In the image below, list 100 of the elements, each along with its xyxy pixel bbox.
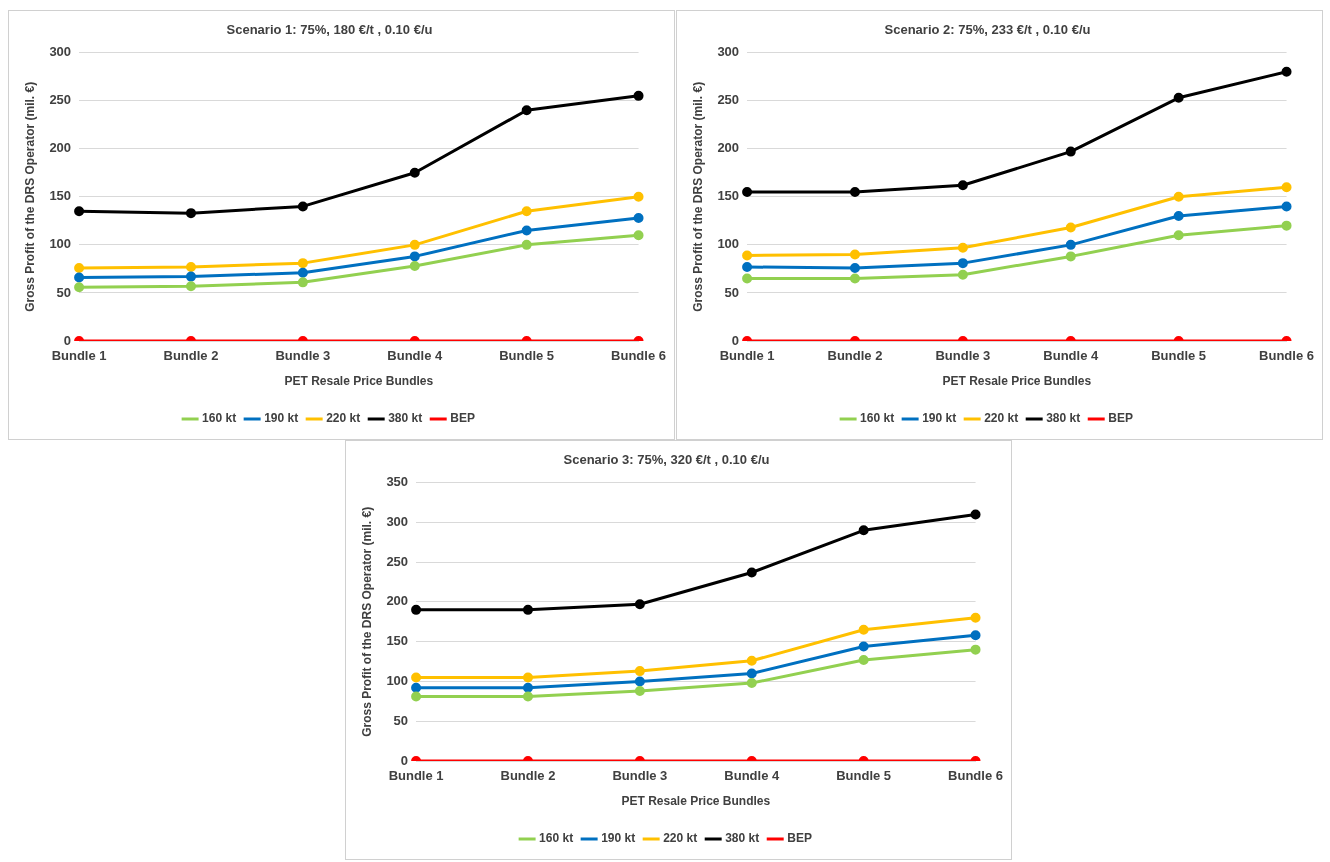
point bbox=[633, 90, 644, 101]
x-tick-label: Bundle 2 bbox=[500, 768, 556, 784]
x-tick-label: Bundle 2 bbox=[163, 348, 219, 364]
point bbox=[957, 180, 968, 191]
point bbox=[185, 271, 196, 282]
legend-label: 160 kt bbox=[860, 411, 895, 426]
point bbox=[521, 225, 532, 236]
point bbox=[746, 567, 757, 578]
y-tick-label: 250 bbox=[49, 92, 72, 108]
point bbox=[633, 191, 644, 202]
point bbox=[297, 267, 308, 278]
x-tick-label: Bundle 6 bbox=[948, 768, 1004, 784]
y-tick-label: 100 bbox=[717, 236, 740, 252]
point bbox=[1065, 146, 1076, 157]
point bbox=[1173, 191, 1184, 202]
point bbox=[1173, 92, 1184, 103]
point bbox=[409, 239, 420, 250]
x-tick-label: Bundle 1 bbox=[51, 348, 107, 364]
x-tick-label: Bundle 1 bbox=[388, 768, 444, 784]
point bbox=[849, 262, 860, 273]
legend-label: 380 kt bbox=[388, 411, 423, 426]
x-tick-label: Bundle 4 bbox=[724, 768, 780, 784]
point bbox=[858, 624, 869, 635]
y-axis-title: Gross Profit of the DRS Operator (mil. €) bbox=[690, 81, 705, 312]
y-tick-label: 150 bbox=[717, 188, 740, 204]
point bbox=[409, 261, 420, 272]
x-axis-title: PET Resale Price Bundles bbox=[284, 374, 434, 389]
x-tick-label: Bundle 3 bbox=[612, 768, 668, 784]
y-tick-label: 0 bbox=[731, 332, 740, 348]
y-tick-label: 50 bbox=[393, 712, 409, 728]
point bbox=[409, 167, 420, 178]
legend-label: 160 kt bbox=[539, 831, 574, 846]
point bbox=[970, 644, 981, 655]
point bbox=[521, 105, 532, 116]
point bbox=[185, 208, 196, 219]
point bbox=[74, 262, 85, 273]
y-tick-label: 200 bbox=[49, 140, 72, 156]
legend-label: 190 kt bbox=[601, 831, 636, 846]
point bbox=[746, 655, 757, 666]
point bbox=[849, 186, 860, 197]
legend-label: BEP bbox=[787, 831, 812, 846]
legend-label: 220 kt bbox=[326, 411, 361, 426]
y-tick-label: 100 bbox=[386, 673, 409, 689]
y-tick-label: 0 bbox=[400, 752, 409, 768]
x-tick-label: Bundle 2 bbox=[827, 348, 883, 364]
point bbox=[633, 230, 644, 241]
point bbox=[1065, 251, 1076, 262]
point bbox=[411, 691, 422, 702]
y-tick-label: 200 bbox=[717, 140, 740, 156]
y-tick-label: 0 bbox=[63, 332, 72, 348]
point bbox=[633, 212, 644, 223]
point bbox=[970, 612, 981, 623]
x-tick-label: Bundle 3 bbox=[935, 348, 991, 364]
point bbox=[74, 282, 85, 293]
point bbox=[409, 251, 420, 262]
point bbox=[634, 599, 645, 610]
y-tick-label: 250 bbox=[386, 553, 409, 569]
point bbox=[742, 261, 753, 272]
point bbox=[1065, 239, 1076, 250]
y-tick-label: 200 bbox=[386, 593, 409, 609]
legend-label: 160 kt bbox=[202, 411, 237, 426]
y-tick-label: 50 bbox=[56, 284, 72, 300]
point bbox=[74, 206, 85, 217]
x-tick-label: Bundle 1 bbox=[719, 348, 775, 364]
point bbox=[74, 272, 85, 283]
legend-label: 220 kt bbox=[984, 411, 1019, 426]
point bbox=[522, 682, 533, 693]
legend-label: 380 kt bbox=[1046, 411, 1081, 426]
point bbox=[522, 604, 533, 615]
point bbox=[521, 239, 532, 250]
point bbox=[521, 206, 532, 217]
point bbox=[849, 249, 860, 260]
point bbox=[1065, 222, 1076, 233]
y-tick-label: 300 bbox=[49, 44, 72, 60]
y-axis-title: Gross Profit of the DRS Operator (mil. €) bbox=[359, 506, 374, 737]
x-tick-label: Bundle 5 bbox=[499, 348, 555, 364]
point bbox=[185, 281, 196, 292]
point bbox=[742, 273, 753, 284]
point bbox=[522, 672, 533, 683]
x-tick-label: Bundle 3 bbox=[275, 348, 331, 364]
point bbox=[858, 525, 869, 536]
point bbox=[634, 666, 645, 677]
x-tick-label: Bundle 6 bbox=[611, 348, 667, 364]
y-tick-label: 100 bbox=[49, 236, 72, 252]
point bbox=[746, 678, 757, 689]
point bbox=[1173, 230, 1184, 241]
point bbox=[1281, 201, 1292, 212]
point bbox=[1173, 211, 1184, 222]
point bbox=[634, 676, 645, 687]
y-tick-label: 150 bbox=[49, 188, 72, 204]
x-tick-label: Bundle 5 bbox=[1151, 348, 1207, 364]
point bbox=[411, 604, 422, 615]
legend-label: BEP bbox=[1108, 411, 1133, 426]
point bbox=[970, 509, 981, 520]
legend-label: 190 kt bbox=[264, 411, 299, 426]
y-tick-label: 300 bbox=[386, 513, 409, 529]
legend-label: 380 kt bbox=[725, 831, 760, 846]
x-axis-title: PET Resale Price Bundles bbox=[942, 374, 1092, 389]
point bbox=[1281, 66, 1292, 77]
point bbox=[858, 641, 869, 652]
